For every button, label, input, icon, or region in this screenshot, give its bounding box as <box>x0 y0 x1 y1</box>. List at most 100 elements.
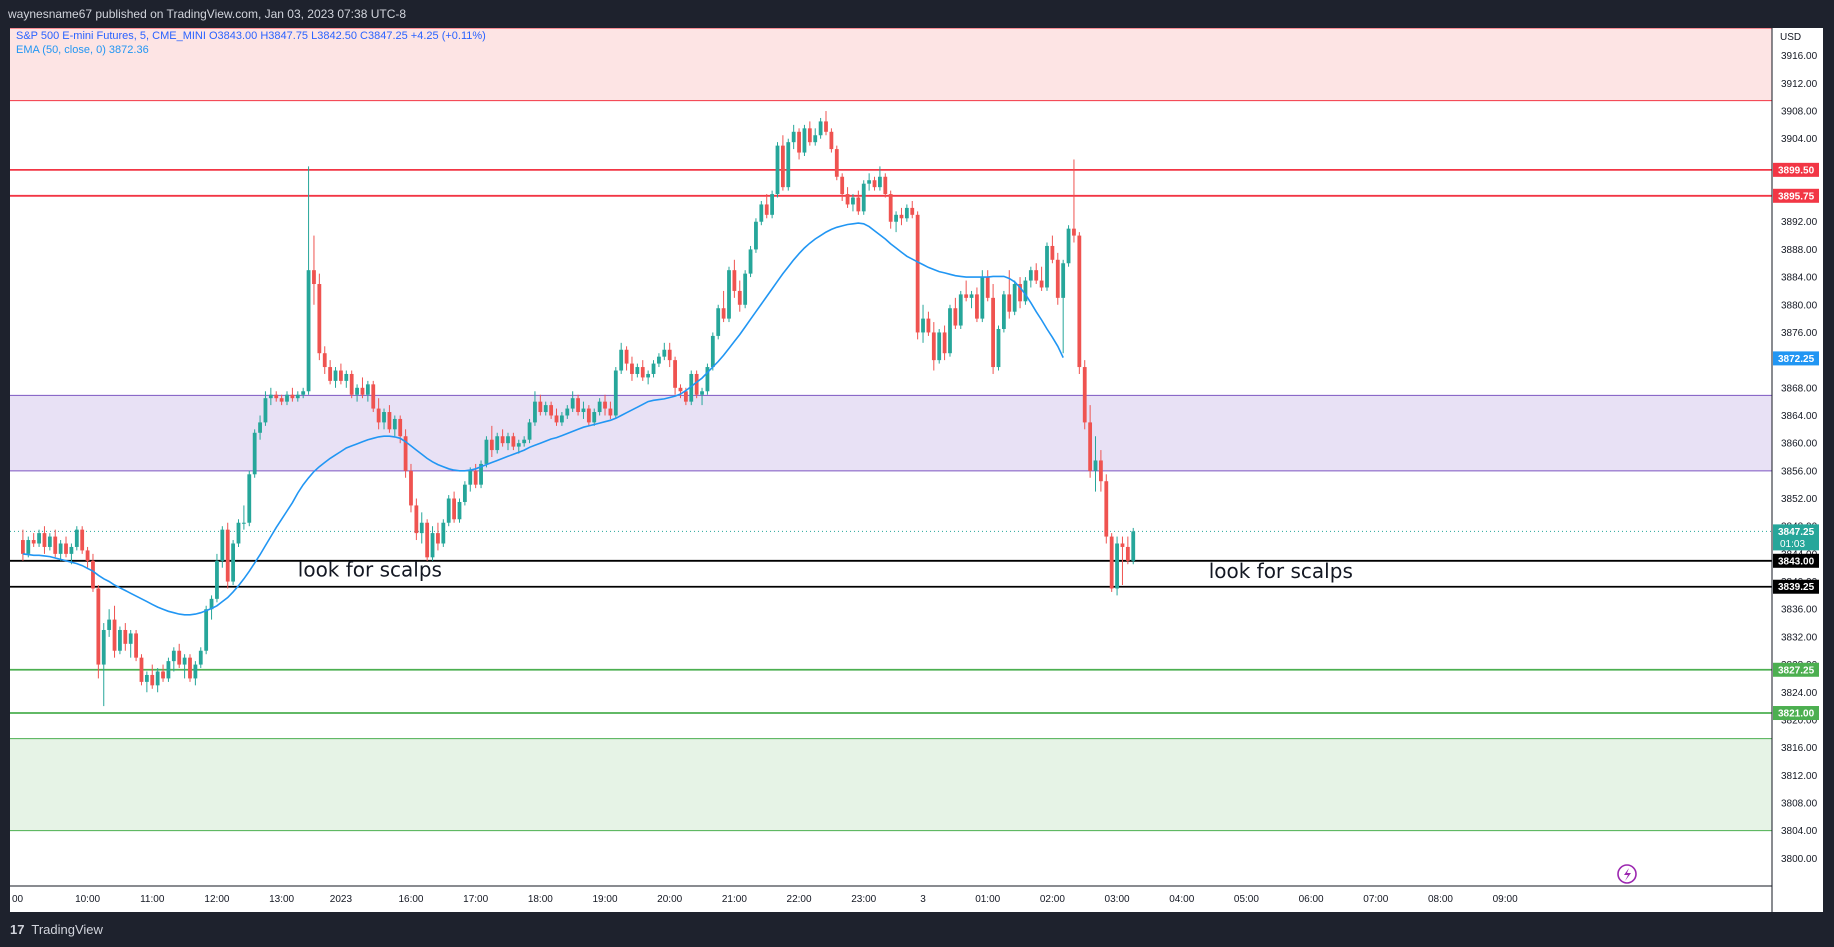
candle-body <box>344 373 349 381</box>
candle-body <box>1131 531 1136 561</box>
candle-body <box>732 270 737 291</box>
candle-body <box>1034 270 1039 281</box>
candle-body <box>883 176 888 195</box>
candle-body <box>1115 543 1119 589</box>
candle-body <box>586 408 591 423</box>
candle-199 <box>1093 436 1098 492</box>
candle-196 <box>1077 232 1082 374</box>
candle-184 <box>1012 280 1017 316</box>
price-line-tag-1-text: 3895.75 <box>1778 191 1815 202</box>
candle-180 <box>991 284 995 374</box>
candle-138 <box>764 194 769 219</box>
candle-body <box>1072 228 1076 236</box>
price-line-tag-0: 3899.50 <box>1773 162 1819 177</box>
candle-body <box>403 436 408 471</box>
candle-173 <box>953 297 958 329</box>
candle-169 <box>931 322 936 371</box>
time-tick-label: 10:00 <box>75 894 100 905</box>
candle-body <box>565 408 570 416</box>
candle-body <box>581 408 586 413</box>
candle-136 <box>754 218 758 253</box>
candle-23 <box>144 671 149 693</box>
candle-127 <box>705 363 710 395</box>
candle-body <box>430 533 435 558</box>
zone-0 <box>10 28 1772 101</box>
candle-105 <box>586 405 591 426</box>
candle-body <box>603 401 607 409</box>
candle-0 <box>21 529 25 561</box>
candle-body <box>851 197 855 205</box>
candle-body <box>775 145 780 195</box>
candle-160 <box>883 173 888 198</box>
candle-132 <box>732 259 737 298</box>
time-tick-label: 2023 <box>330 894 353 905</box>
candle-98 <box>549 401 554 419</box>
time-tick-label: 11:00 <box>140 894 165 905</box>
candle-body <box>441 522 446 544</box>
candle-body <box>489 439 494 451</box>
price-line-tag-4: 3827.25 <box>1773 662 1819 677</box>
candle-body <box>969 294 974 298</box>
time-tick-label: 12:00 <box>204 894 229 905</box>
candle-30 <box>182 654 187 679</box>
candle-body <box>155 671 160 686</box>
candle-80 <box>452 491 456 523</box>
price-line-tag-3-bg <box>1773 579 1819 594</box>
chart-panel[interactable]: look for scalps look for scalps S&P 500 E… <box>10 28 1823 912</box>
candle-body <box>953 308 958 326</box>
candle-body <box>144 674 149 682</box>
candle-body <box>597 401 602 413</box>
candle-body <box>220 529 225 561</box>
price-tick-label: 3800.00 <box>1781 854 1818 865</box>
candle-body <box>101 629 106 665</box>
candle-body <box>252 432 257 475</box>
candle-20 <box>128 629 133 658</box>
candle-179 <box>985 270 990 302</box>
candle-body <box>182 657 187 665</box>
brand[interactable]: 17 TradingView <box>10 922 103 937</box>
price-tick-label: 3824.00 <box>1781 688 1818 699</box>
candle-body <box>484 439 489 464</box>
annotation-0: look for scalps <box>298 558 442 582</box>
price-tick-label: 3880.00 <box>1781 300 1818 311</box>
candle-89 <box>500 429 505 447</box>
candle-21 <box>134 629 138 662</box>
candle-175 <box>964 280 969 302</box>
candle-body <box>915 214 920 333</box>
candle-body <box>107 619 112 630</box>
candle-body <box>21 540 25 554</box>
candle-body <box>268 394 273 399</box>
time-tick-label: 04:00 <box>1169 894 1194 905</box>
candle-36 <box>215 553 219 603</box>
candle-body <box>667 349 672 361</box>
candle-156 <box>861 180 866 215</box>
candle-102 <box>570 391 575 413</box>
candle-154 <box>851 194 855 212</box>
candle-191 <box>1050 235 1055 264</box>
candle-body <box>500 436 505 444</box>
candle-13 <box>91 553 95 592</box>
candle-170 <box>937 328 942 364</box>
candle-2 <box>31 533 36 547</box>
candle-161 <box>888 190 893 229</box>
annotations-layer: look for scalps look for scalps <box>298 558 1353 583</box>
candle-5 <box>47 533 52 551</box>
candle-body <box>975 294 979 319</box>
candle-body <box>759 204 764 222</box>
price-tick-label: 3852.00 <box>1781 494 1818 505</box>
candle-49 <box>285 391 289 406</box>
candle-72 <box>409 463 413 513</box>
candle-176 <box>969 290 974 309</box>
candle-76 <box>430 526 435 561</box>
price-line-tag-2-bg <box>1773 553 1819 568</box>
candle-body <box>522 439 527 444</box>
candle-body <box>721 308 726 319</box>
candle-188 <box>1034 263 1039 285</box>
candle-39 <box>231 540 236 586</box>
candle-body <box>290 394 295 399</box>
price-tick-label: 3860.00 <box>1781 439 1818 450</box>
candle-95 <box>533 391 537 426</box>
candlestick-chart[interactable]: look for scalps look for scalps S&P 500 E… <box>10 28 1823 912</box>
replay-icon[interactable] <box>1617 864 1637 884</box>
candle-body <box>263 398 268 423</box>
